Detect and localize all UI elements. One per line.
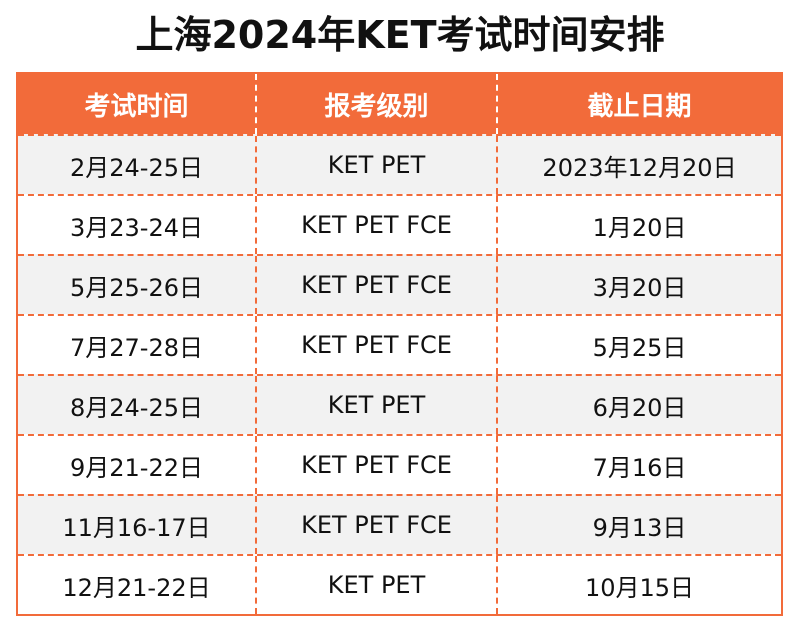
exam-level-cell: KET PET FCE: [257, 316, 498, 374]
exam-level-cell: KET PET: [257, 376, 498, 434]
exam-date-cell: 9月21-22日: [18, 436, 257, 494]
header-exam-level: 报考级别: [257, 74, 498, 134]
exam-date-cell: 5月25-26日: [18, 256, 257, 314]
table-row: 7月27-28日 KET PET FCE 5月25日: [18, 314, 781, 374]
table-header-row: 考试时间 报考级别 截止日期: [18, 74, 781, 134]
exam-level-cell: KET PET FCE: [257, 436, 498, 494]
exam-level-cell: KET PET FCE: [257, 496, 498, 554]
table-row: 3月23-24日 KET PET FCE 1月20日: [18, 194, 781, 254]
table-row: 11月16-17日 KET PET FCE 9月13日: [18, 494, 781, 554]
exam-level-cell: KET PET: [257, 136, 498, 194]
table-row: 9月21-22日 KET PET FCE 7月16日: [18, 434, 781, 494]
exam-date-cell: 2月24-25日: [18, 136, 257, 194]
deadline-cell: 1月20日: [592, 213, 687, 242]
deadline-cell: 3月20日: [592, 273, 687, 302]
exam-date-cell: 11月16-17日: [18, 496, 257, 554]
exam-schedule-table: 考试时间 报考级别 截止日期 2月24-25日 KET PET 2023年12月…: [16, 72, 783, 616]
exam-level-cell: KET PET FCE: [257, 196, 498, 254]
exam-level-cell: KET PET: [257, 556, 498, 614]
deadline-cell: 2023年12月20日: [542, 153, 737, 182]
table-row: 12月21-22日 KET PET 10月15日: [18, 554, 781, 614]
deadline-cell: 10月15日: [584, 573, 695, 602]
page-title: 上海2024年KET考试时间安排: [135, 13, 665, 57]
exam-date-cell: 7月27-28日: [18, 316, 257, 374]
deadline-cell: 6月20日: [592, 393, 687, 422]
deadline-cell: 7月16日: [592, 453, 687, 482]
deadline-cell: 9月13日: [592, 513, 687, 542]
table-row: 2月24-25日 KET PET 2023年12月20日: [18, 134, 781, 194]
header-exam-date: 考试时间: [18, 74, 257, 134]
exam-level-cell: KET PET FCE: [257, 256, 498, 314]
header-deadline: 截止日期: [587, 91, 692, 122]
exam-date-cell: 8月24-25日: [18, 376, 257, 434]
exam-date-cell: 12月21-22日: [18, 556, 257, 614]
deadline-cell: 5月25日: [592, 333, 687, 362]
table-row: 8月24-25日 KET PET 6月20日: [18, 374, 781, 434]
exam-date-cell: 3月23-24日: [18, 196, 257, 254]
table-row: 5月25-26日 KET PET FCE 3月20日: [18, 254, 781, 314]
